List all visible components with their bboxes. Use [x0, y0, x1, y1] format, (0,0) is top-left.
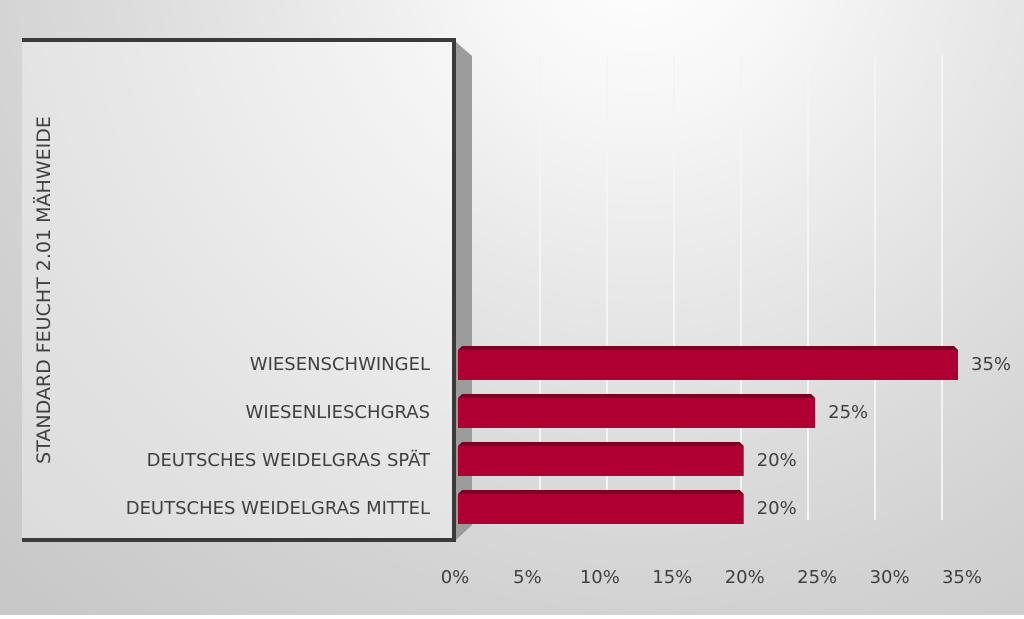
x-tick-label: 20%	[725, 567, 765, 588]
data-label: 25%	[828, 402, 868, 423]
bar	[458, 398, 816, 428]
category-panel	[22, 40, 454, 540]
category-label: WIESENSCHWINGEL	[250, 354, 430, 375]
category-label: WIESENLIESCHGRAS	[246, 402, 430, 423]
category-label: DEUTSCHES WEIDELGRAS MITTEL	[126, 498, 430, 519]
x-tick-label: 25%	[797, 567, 837, 588]
bar-top	[458, 442, 744, 446]
x-tick-label: 5%	[513, 567, 542, 588]
gridlines	[539, 55, 943, 520]
category-label: DEUTSCHES WEIDELGRAS SPÄT	[147, 450, 431, 471]
bar-top	[458, 394, 816, 398]
x-tick-label: 10%	[580, 567, 620, 588]
bar-top	[458, 346, 958, 350]
bar-top	[458, 490, 744, 494]
data-label: 35%	[971, 354, 1011, 375]
x-tick-label: 15%	[652, 567, 692, 588]
axis-title: STANDARD FEUCHT 2.01 MÄHWEIDE	[32, 116, 55, 464]
x-tick-label: 30%	[870, 567, 910, 588]
bar	[458, 494, 744, 524]
panel-frame	[22, 38, 456, 542]
bar	[458, 446, 744, 476]
data-label: 20%	[757, 498, 797, 519]
x-tick-label: 35%	[942, 567, 982, 588]
bar	[458, 350, 958, 380]
data-label: 20%	[757, 450, 797, 471]
x-tick-label: 0%	[441, 567, 470, 588]
